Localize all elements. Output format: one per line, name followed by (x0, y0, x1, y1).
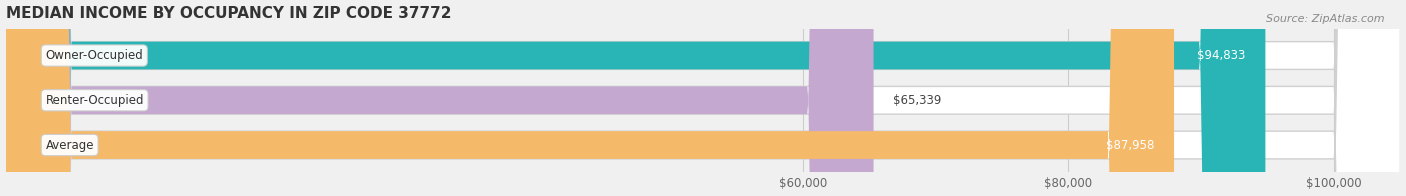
Text: $87,958: $87,958 (1105, 139, 1154, 152)
Text: Average: Average (45, 139, 94, 152)
FancyBboxPatch shape (6, 0, 1400, 196)
Text: Source: ZipAtlas.com: Source: ZipAtlas.com (1267, 14, 1385, 24)
Text: Renter-Occupied: Renter-Occupied (45, 94, 143, 107)
FancyBboxPatch shape (6, 0, 1400, 196)
Text: MEDIAN INCOME BY OCCUPANCY IN ZIP CODE 37772: MEDIAN INCOME BY OCCUPANCY IN ZIP CODE 3… (6, 5, 451, 21)
Text: Owner-Occupied: Owner-Occupied (45, 49, 143, 62)
FancyBboxPatch shape (6, 0, 1174, 196)
FancyBboxPatch shape (6, 0, 1265, 196)
FancyBboxPatch shape (6, 0, 1400, 196)
Text: $94,833: $94,833 (1197, 49, 1246, 62)
Text: $65,339: $65,339 (893, 94, 942, 107)
FancyBboxPatch shape (6, 0, 873, 196)
